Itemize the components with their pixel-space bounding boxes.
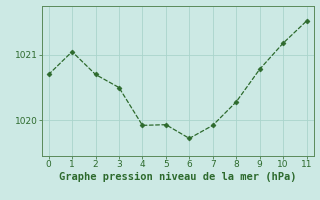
X-axis label: Graphe pression niveau de la mer (hPa): Graphe pression niveau de la mer (hPa) [59,172,296,182]
